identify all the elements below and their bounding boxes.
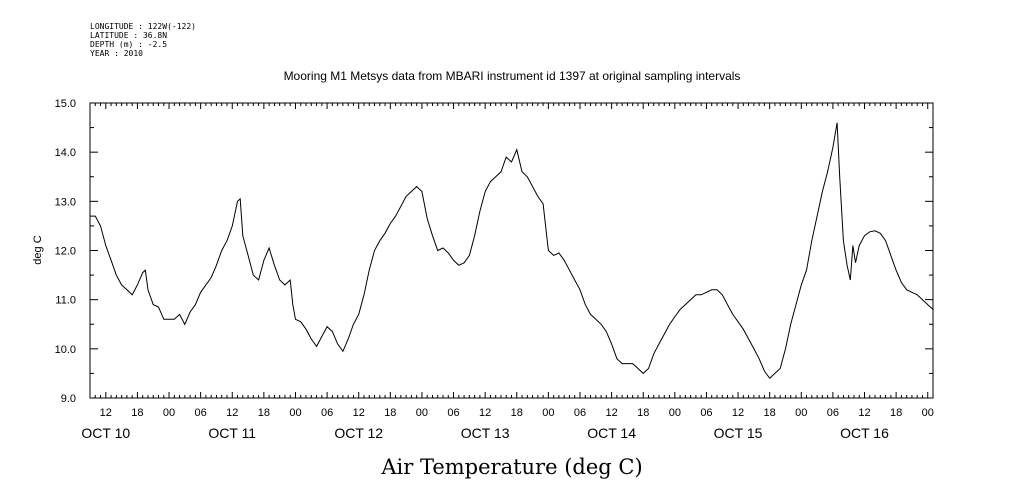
x-tick-label: 18 — [890, 407, 902, 419]
x-tick-label: 18 — [258, 407, 270, 419]
x-tick-label: 18 — [764, 407, 776, 419]
x-tick-label: 12 — [605, 407, 617, 419]
x-day-label: OCT 10 — [81, 425, 130, 441]
x-day-label: OCT 11 — [208, 425, 256, 441]
x-tick-label: 18 — [511, 407, 523, 419]
series-line — [90, 122, 934, 380]
x-tick-label: 00 — [669, 407, 681, 419]
x-tick-label: 12 — [732, 407, 744, 419]
meta-depth: DEPTH (m) : -2.5 — [90, 40, 167, 49]
x-tick-label: 00 — [289, 407, 301, 419]
x-axis-title: Air Temperature (deg C) — [380, 455, 642, 479]
x-day-label: OCT 16 — [840, 425, 889, 441]
x-tick-label: 00 — [922, 407, 934, 419]
x-tick-label: 12 — [353, 407, 365, 419]
x-tick-label: 06 — [574, 407, 586, 419]
x-day-label: OCT 15 — [714, 425, 763, 441]
y-tick-label: 9.0 — [61, 393, 76, 405]
y-tick-label: 10.0 — [55, 344, 76, 356]
x-tick-label: 06 — [827, 407, 839, 419]
x-tick-label: 00 — [163, 407, 175, 419]
y-tick-label: 14.0 — [55, 147, 76, 159]
x-tick-label: 18 — [384, 407, 396, 419]
chart-title: Mooring M1 Metsys data from MBARI instru… — [284, 69, 741, 83]
y-tick-label: 13.0 — [55, 196, 76, 208]
x-day-label: OCT 12 — [334, 425, 383, 441]
x-tick-label: 12 — [479, 407, 491, 419]
x-tick-label: 06 — [321, 407, 333, 419]
meta-year: YEAR : 2010 — [90, 49, 143, 58]
x-tick-label: 12 — [858, 407, 870, 419]
x-tick-label: 06 — [700, 407, 712, 419]
x-tick-label: 12 — [100, 407, 112, 419]
y-axis-label: deg C — [32, 235, 44, 264]
x-day-label: OCT 14 — [587, 425, 636, 441]
x-tick-label: 06 — [195, 407, 207, 419]
x-tick-label: 00 — [795, 407, 807, 419]
y-tick-label: 15.0 — [55, 98, 76, 110]
x-tick-label: 06 — [447, 407, 459, 419]
x-axis: 12 18 00 06 12 18 00 06 12 18 00 06 12 18 00 06 12 18 00 06… — [81, 103, 934, 441]
plot-frame — [89, 102, 934, 399]
x-tick-label: 18 — [131, 407, 143, 419]
y-tick-label: 12.0 — [55, 246, 76, 258]
x-tick-label: 18 — [637, 407, 649, 419]
x-tick-label: 00 — [416, 407, 428, 419]
x-tick-label: 12 — [226, 407, 238, 419]
y-axis: 9.0 10.0 11.0 12.0 13.0 14.0 15.0 — [55, 98, 933, 405]
x-tick-label: 00 — [542, 407, 554, 419]
meta-longitude: LONGITUDE : 122W(-122) — [90, 22, 196, 31]
y-tick-label: 11.0 — [55, 295, 76, 307]
meta-latitude: LATITUDE : 36.8N — [90, 31, 167, 40]
x-day-label: OCT 13 — [461, 425, 510, 441]
